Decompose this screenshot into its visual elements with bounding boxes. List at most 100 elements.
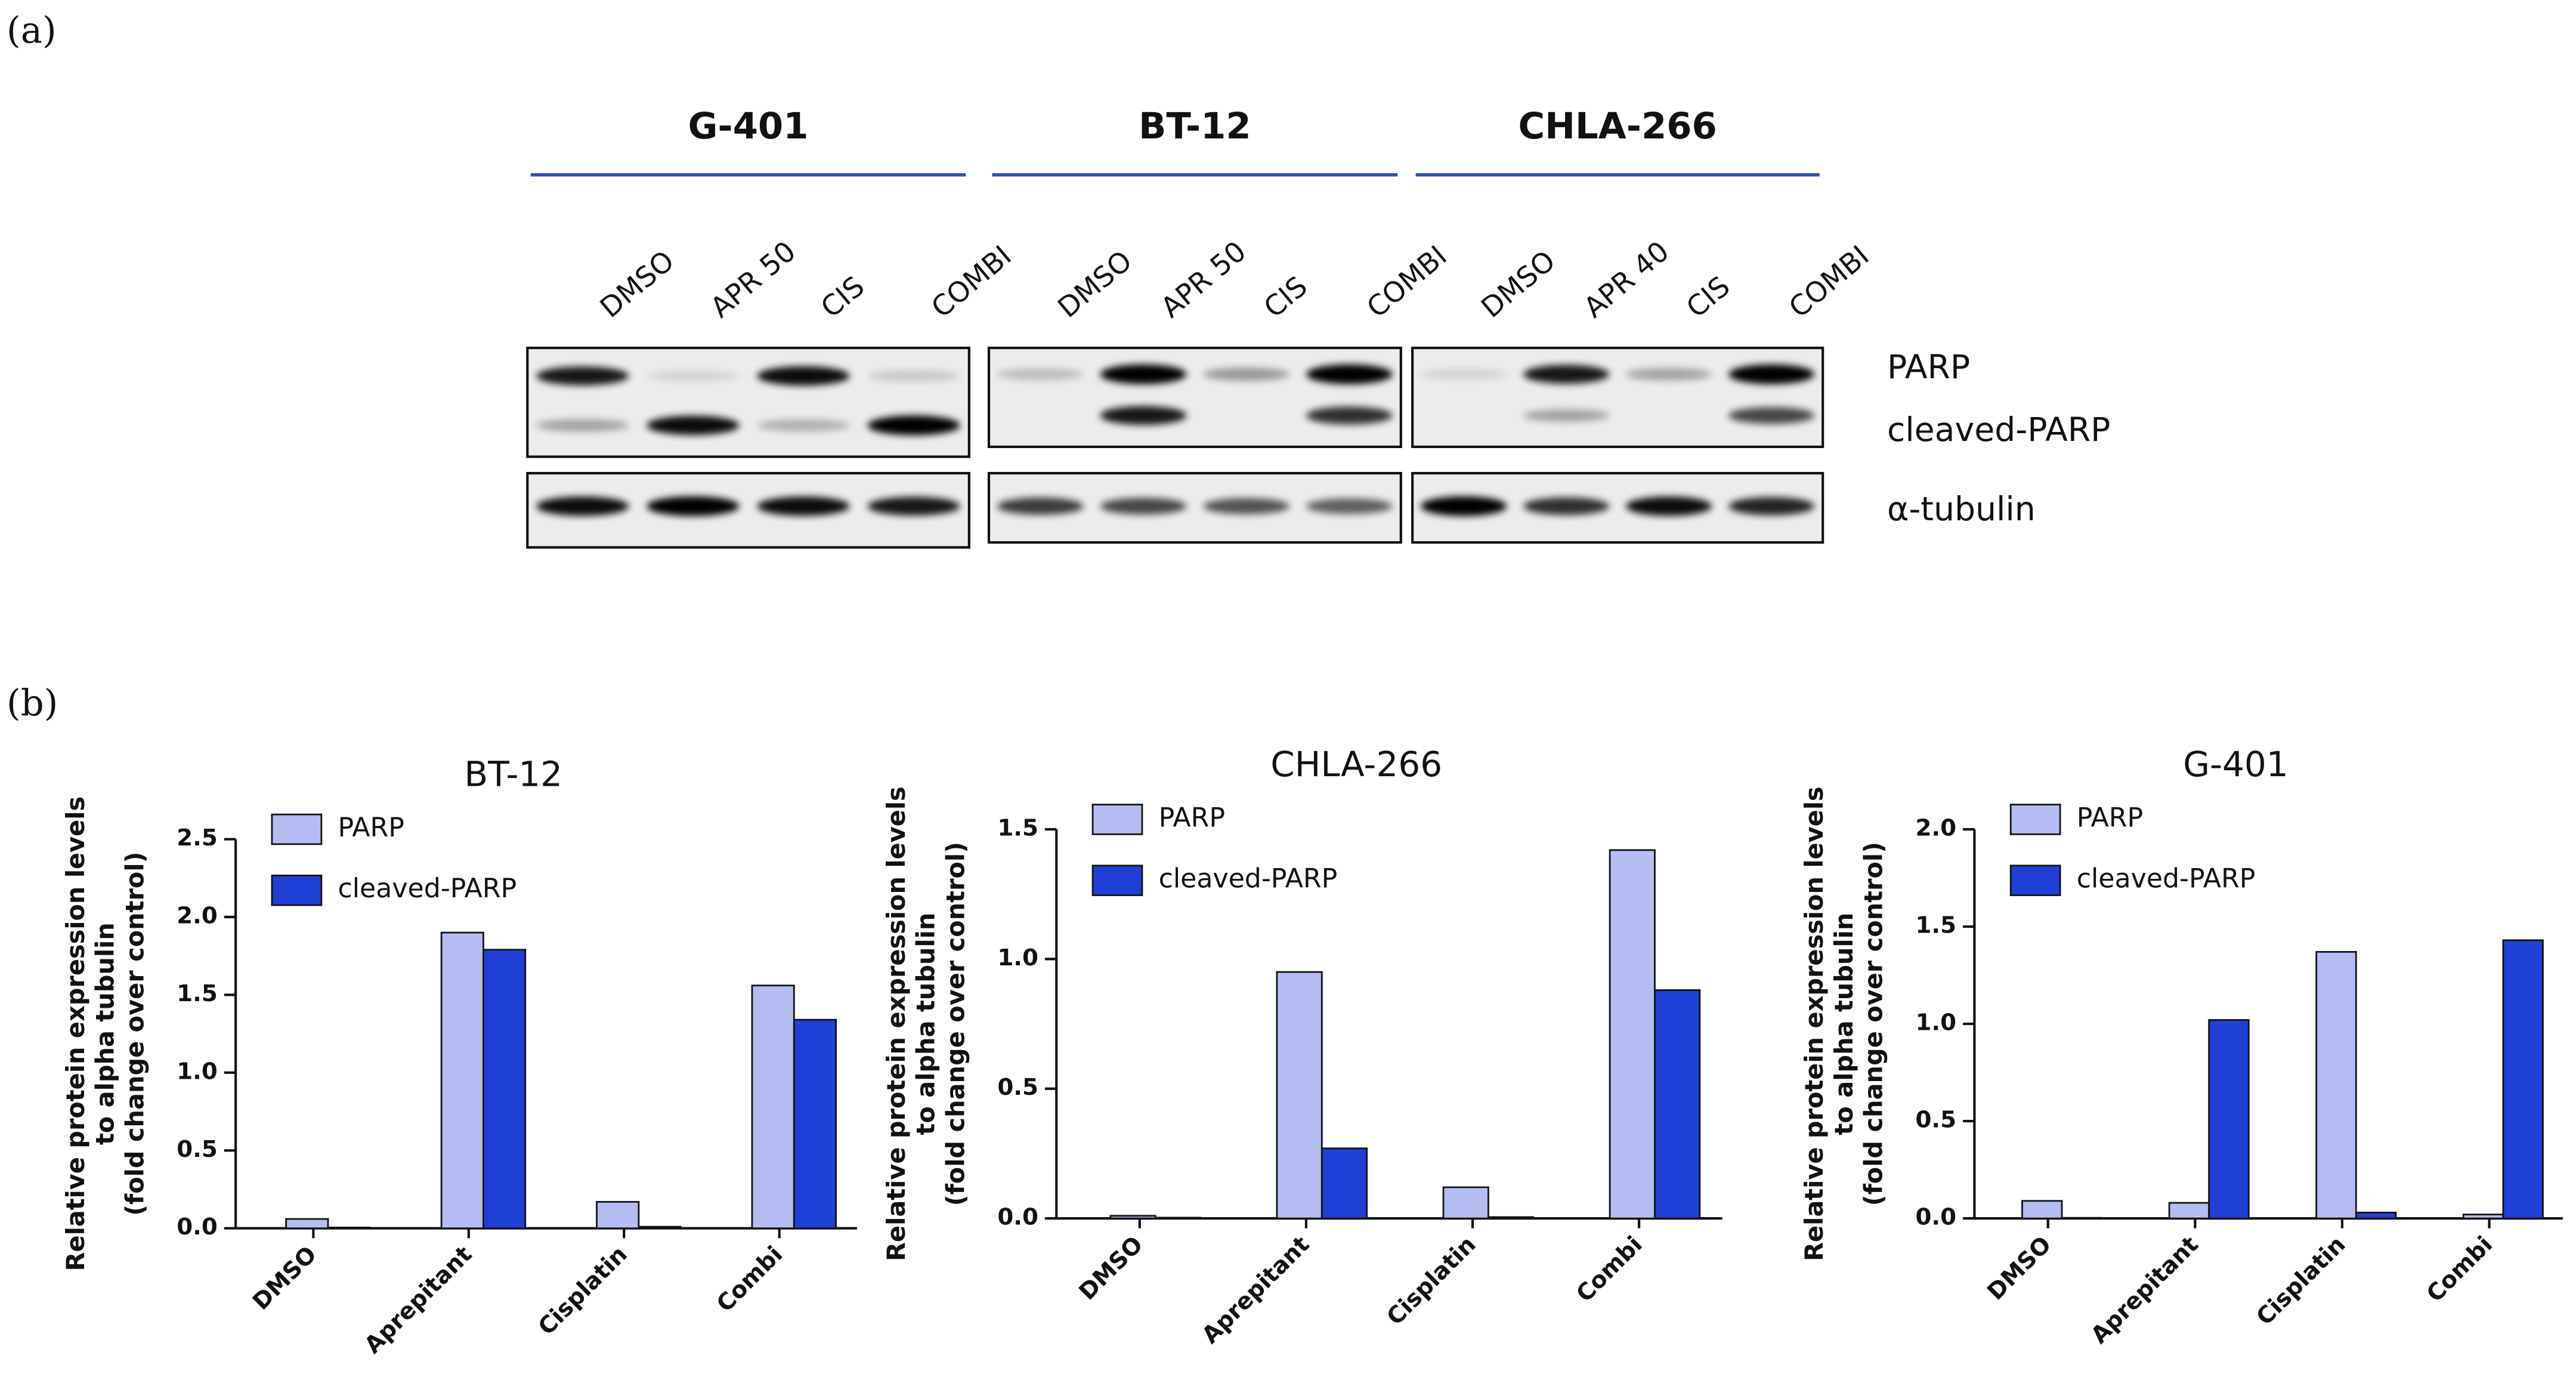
blot-band — [1420, 496, 1507, 516]
legend-label: PARP — [338, 813, 404, 843]
y-axis-label: to alpha tubulin — [91, 922, 120, 1145]
blot-band — [536, 496, 629, 516]
protein-label: PARP — [1887, 348, 1970, 387]
x-tick-label: Cisplatin — [1382, 1231, 1482, 1330]
lane-label: CIS — [815, 270, 871, 325]
lane-label: DMSO — [594, 244, 681, 324]
blot-band — [867, 496, 960, 516]
blot-band — [1203, 498, 1290, 515]
bar — [793, 1018, 837, 1230]
bar — [440, 931, 484, 1230]
bar — [638, 1225, 682, 1230]
y-tick-label: 1.0 — [177, 1058, 218, 1085]
y-axis-label: to alpha tubulin — [1830, 913, 1858, 1135]
y-axis-label: Relative protein expression levels — [61, 796, 90, 1271]
blot-band — [757, 496, 850, 516]
y-tick-label: 0.5 — [1915, 1107, 1956, 1134]
blot-panel — [1411, 347, 1824, 448]
lane-label: COMBI — [1361, 239, 1454, 325]
cell-line-label: G-401 — [688, 106, 809, 147]
blot-band — [1100, 364, 1187, 384]
blot-band — [1523, 365, 1610, 384]
legend-label: cleaved-PARP — [2077, 864, 2256, 894]
legend-swatch — [1091, 804, 1143, 835]
x-tick-label: Combi — [712, 1241, 788, 1317]
lane-label: APR 40 — [1578, 235, 1675, 325]
y-tick-label: 0.0 — [997, 1204, 1038, 1231]
bar — [285, 1218, 329, 1230]
bar — [1276, 971, 1323, 1220]
legend-swatch — [271, 813, 323, 845]
y-axis-label: (fold change over control) — [1860, 842, 1888, 1206]
bar — [327, 1227, 371, 1230]
blot-band — [1306, 406, 1393, 425]
lane-label: CIS — [1258, 270, 1314, 325]
blot-panel — [526, 347, 970, 458]
y-tick-label: 1.5 — [997, 814, 1038, 841]
y-axis-label: (fold change over control) — [941, 842, 970, 1206]
legend-swatch — [1091, 865, 1143, 896]
x-tick-label: DMSO — [1983, 1231, 2057, 1305]
y-tick-label: 1.5 — [177, 980, 218, 1007]
y-tick-label: 0.0 — [1915, 1204, 1956, 1231]
y-axis-label: Relative protein expression levels — [1800, 786, 1829, 1261]
blot-band — [1625, 368, 1712, 381]
bar — [1609, 849, 1656, 1220]
lane-label: DMSO — [1475, 244, 1561, 324]
lane-label: APR 50 — [1155, 235, 1253, 325]
bar — [2315, 951, 2357, 1220]
x-tick-label: Aprepitant — [1197, 1231, 1315, 1349]
bar — [2355, 1211, 2397, 1220]
y-tick-label: 1.0 — [1915, 1009, 1956, 1036]
panel-label: (b) — [7, 683, 58, 724]
blot-band — [647, 415, 740, 436]
x-tick-label: DMSO — [248, 1241, 322, 1316]
bar — [1109, 1215, 1156, 1220]
x-tick-label: Combi — [1571, 1231, 1647, 1307]
legend-label: cleaved-PARP — [1159, 864, 1338, 894]
x-tick-label: DMSO — [1074, 1231, 1149, 1305]
legend-label: PARP — [2077, 802, 2143, 833]
lane-label: COMBI — [1783, 239, 1875, 325]
legend-label: cleaved-PARP — [338, 873, 517, 904]
blot-band — [647, 496, 740, 516]
blot-band — [867, 415, 960, 436]
cell-line-label: BT-12 — [1139, 106, 1251, 147]
blot-band — [1523, 497, 1610, 515]
bar — [2502, 939, 2544, 1220]
bar — [2462, 1214, 2504, 1220]
legend-swatch — [2009, 865, 2061, 896]
bar — [2021, 1200, 2063, 1220]
lane-label: APR 50 — [704, 235, 802, 325]
blot-band — [1728, 407, 1815, 424]
blot-band — [757, 419, 850, 432]
bar — [596, 1200, 640, 1230]
blot-band — [1420, 369, 1507, 380]
blot-band — [536, 419, 629, 432]
blot-band — [536, 366, 629, 385]
blot-band — [1100, 498, 1187, 515]
y-tick-label: 1.0 — [997, 944, 1038, 971]
x-tick-label: Cisplatin — [2252, 1231, 2351, 1330]
bar — [1321, 1147, 1368, 1220]
lane-label: CIS — [1680, 270, 1736, 325]
bar — [1487, 1216, 1535, 1220]
y-axis-label: to alpha tubulin — [912, 913, 941, 1135]
y-axis-label: Relative protein expression levels — [882, 786, 911, 1261]
bar — [2168, 1202, 2210, 1220]
blot-band — [867, 370, 960, 382]
protein-label: α-tubulin — [1887, 490, 2036, 529]
y-tick-label: 1.5 — [1915, 912, 1956, 939]
chart-title: BT-12 — [464, 754, 562, 795]
blot-band — [1306, 498, 1393, 514]
y-axis-label: (fold change over control) — [120, 852, 149, 1216]
bar — [1654, 989, 1701, 1220]
y-tick-label: 0.5 — [997, 1074, 1038, 1101]
y-tick-label: 2.5 — [177, 825, 218, 851]
legend-label: PARP — [1159, 802, 1225, 833]
x-tick-label: Combi — [2422, 1231, 2498, 1307]
legend-swatch — [2009, 804, 2061, 835]
y-tick-label: 0.0 — [177, 1214, 218, 1240]
chart-title: CHLA-266 — [1270, 744, 1442, 785]
